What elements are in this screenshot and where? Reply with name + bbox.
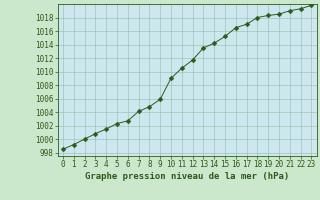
X-axis label: Graphe pression niveau de la mer (hPa): Graphe pression niveau de la mer (hPa): [85, 172, 289, 181]
